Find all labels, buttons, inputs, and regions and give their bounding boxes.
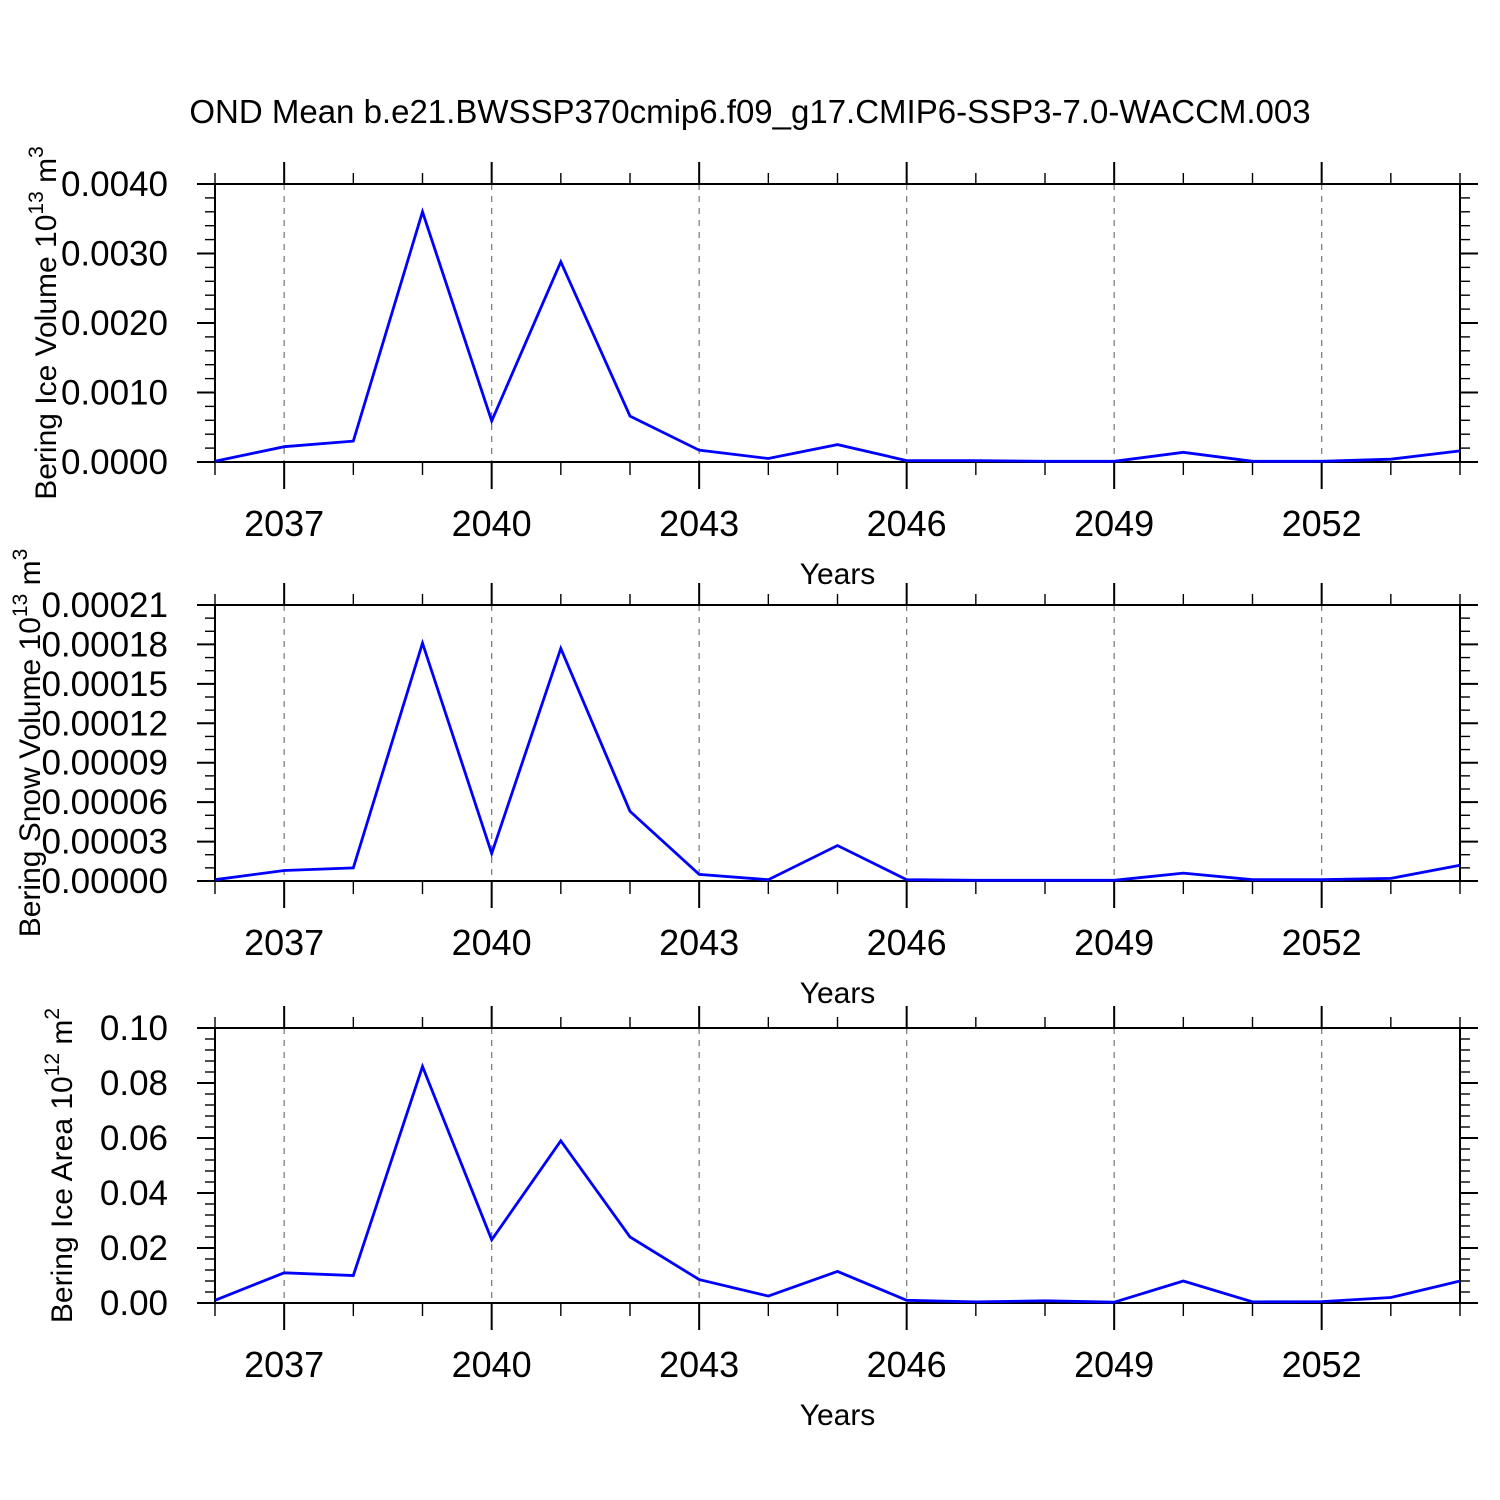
y-tick-label: 0.0040 (61, 165, 168, 204)
y-tick-label: 0.00 (100, 1284, 168, 1323)
y-tick-label: 0.10 (100, 1009, 168, 1048)
y-tick-label: 0.08 (100, 1064, 168, 1103)
y-tick-label: 0.00021 (41, 586, 168, 625)
y-tick-label: 0.06 (100, 1119, 168, 1158)
y-tick-label: 0.04 (100, 1174, 168, 1213)
y-tick-label: 0.00012 (41, 704, 168, 743)
y-tick-label: 0.00018 (41, 625, 168, 664)
y-tick-label: 0.00000 (41, 862, 168, 901)
y-tick-label: 0.0030 (61, 235, 168, 274)
x-tick-label: 2052 (1282, 503, 1362, 544)
y-tick-label: 0.0010 (61, 374, 168, 413)
x-tick-label: 2046 (867, 503, 947, 544)
y-axis-title: Bering Snow Volume 1013 m3 (9, 549, 47, 938)
y-tick-label: 0.00003 (41, 823, 168, 862)
x-axis-title: Years (800, 977, 876, 1010)
y-tick-label: 0.0020 (61, 304, 168, 343)
x-tick-label: 2037 (244, 922, 324, 963)
y-tick-label: 0.00015 (41, 665, 168, 704)
y-axis-title: Bering Ice Volume 1013 m3 (25, 146, 63, 500)
y-tick-label: 0.0000 (61, 443, 168, 482)
plot-frame (214, 1027, 1461, 1304)
x-tick-label: 2049 (1074, 922, 1154, 963)
y-tick-label: 0.00009 (41, 744, 168, 783)
x-axis-title: Years (800, 558, 876, 591)
y-tick-label: 0.00006 (41, 783, 168, 822)
data-line (214, 207, 1461, 463)
data-line (214, 1062, 1461, 1304)
data-line (214, 638, 1461, 882)
x-tick-label: 2052 (1282, 922, 1362, 963)
x-tick-label: 2049 (1074, 1344, 1154, 1385)
x-tick-label: 2043 (659, 503, 739, 544)
panel-bering-ice-area: 0.00 0.02 0.04 0.06 0.08 0.10 2037 2040 2043 2046… (41, 1006, 1478, 1432)
panel-bering-snow-volume: 0.000000.000030.000060.000090.000120.000… (9, 549, 1478, 1010)
x-axis-title: Years (800, 1399, 876, 1432)
x-tick-label: 2043 (659, 1344, 739, 1385)
x-tick-label: 2049 (1074, 503, 1154, 544)
plot-frame (214, 183, 1461, 463)
x-tick-label: 2043 (659, 922, 739, 963)
y-tick-label: 0.02 (100, 1229, 168, 1268)
plot-frame (214, 604, 1461, 882)
x-tick-label: 2046 (867, 922, 947, 963)
figure-title: OND Mean b.e21.BWSSP370cmip6.f09_g17.CMI… (189, 93, 1311, 130)
x-tick-label: 2040 (452, 1344, 532, 1385)
x-tick-label: 2040 (452, 922, 532, 963)
panel-bering-ice-volume: 0.0000 0.0010 0.0020 0.0030 0.0040 2037 2040 20… (25, 146, 1478, 591)
x-tick-label: 2037 (244, 503, 324, 544)
x-tick-label: 2040 (452, 503, 532, 544)
x-tick-label: 2052 (1282, 1344, 1362, 1385)
y-axis-title: Bering Ice Area 1012 m2 (41, 1008, 79, 1323)
x-tick-label: 2037 (244, 1344, 324, 1385)
x-tick-label: 2046 (867, 1344, 947, 1385)
